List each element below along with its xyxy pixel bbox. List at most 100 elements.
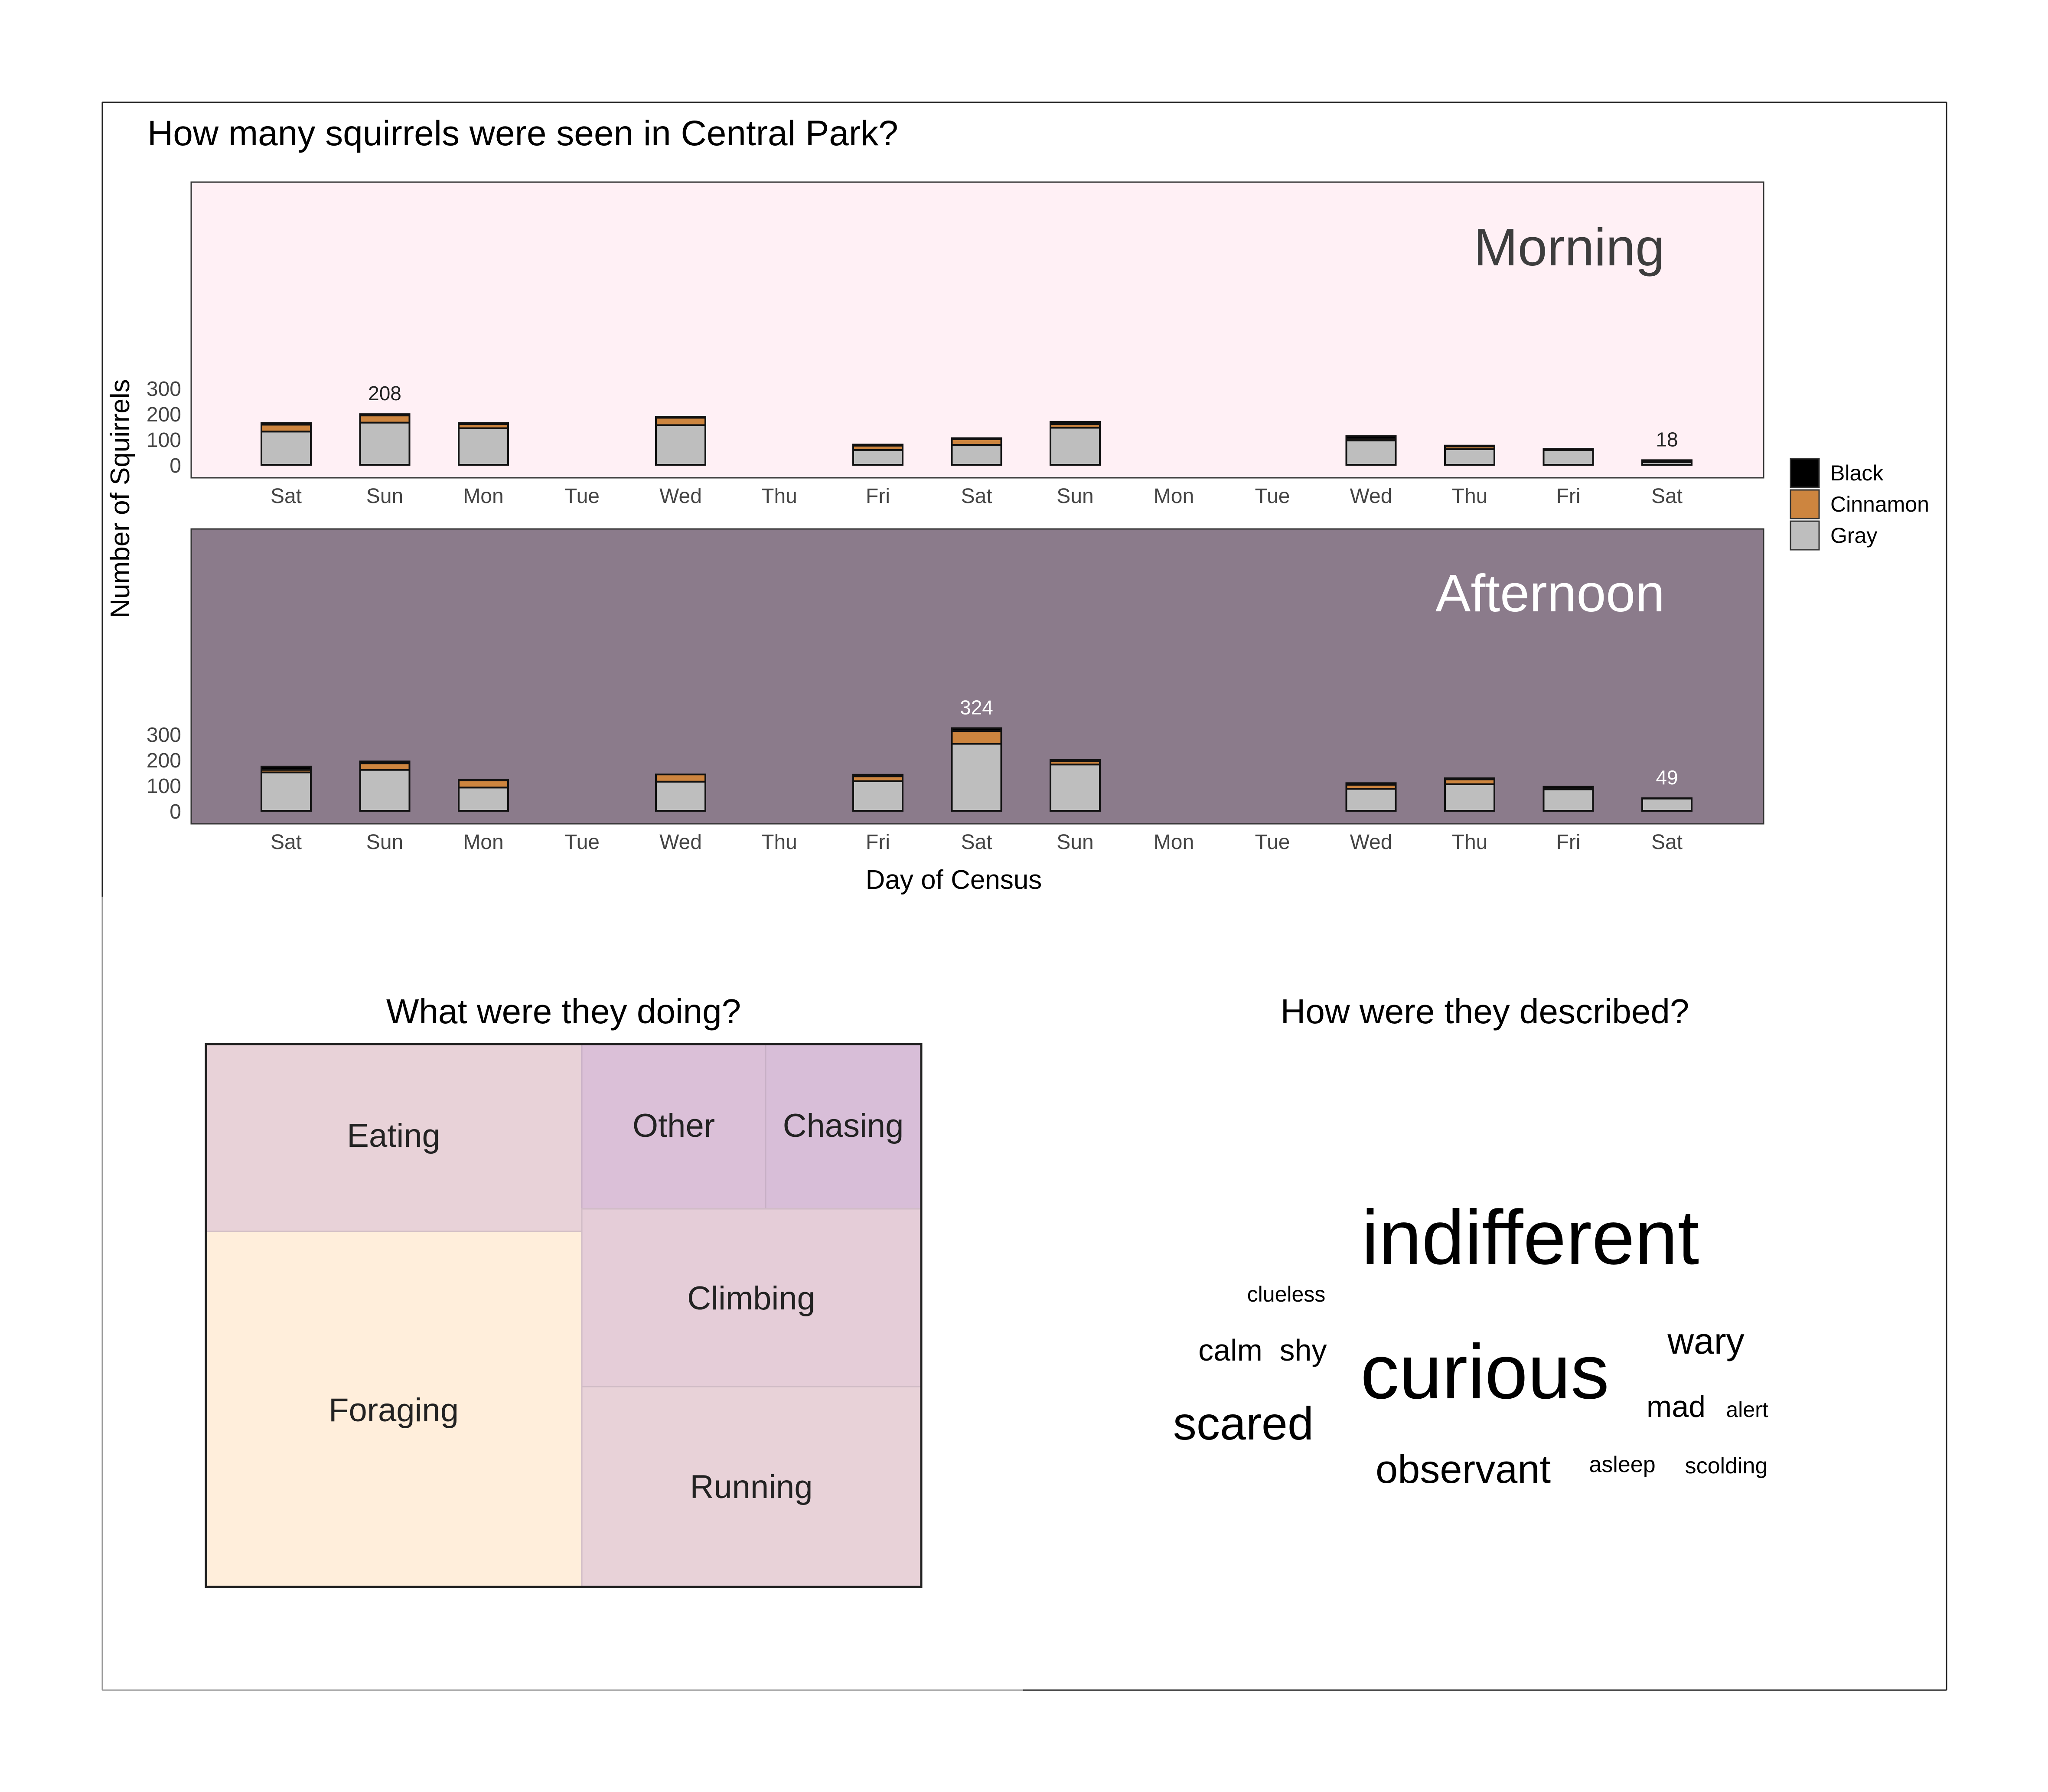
afternoon-x-tick-label: Sat — [1651, 831, 1683, 854]
afternoon-bar-black — [1444, 777, 1495, 780]
word-asleep: asleep — [1589, 1452, 1655, 1477]
wordcloud-title: How were they described? — [1281, 992, 1689, 1031]
morning-bar-black — [1444, 444, 1495, 447]
morning-panel-label: Morning — [1474, 218, 1665, 277]
afternoon-bar-cinnamon — [951, 730, 1002, 745]
treemap-label-foraging: Foraging — [329, 1392, 459, 1429]
afternoon-bar-cinnamon — [458, 779, 509, 789]
afternoon-x-tick-label: Fri — [1556, 831, 1581, 854]
afternoon-bar-gray — [1543, 788, 1594, 812]
word-calm: calm — [1198, 1333, 1262, 1367]
morning-bar-gray — [458, 427, 509, 466]
treemap-tile-other — [581, 1043, 766, 1210]
treemap-tile-chasing — [765, 1043, 922, 1210]
treemap-border — [205, 1043, 923, 1588]
afternoon-x-tick-label: Thu — [1452, 831, 1488, 854]
morning-x-tick-label: Sun — [366, 485, 403, 508]
morning-bar-black — [852, 444, 903, 447]
afternoon-x-tick-label: Mon — [463, 831, 503, 854]
morning-x-tick-label: Fri — [1556, 485, 1581, 508]
afternoon-x-tick-label: Mon — [1154, 831, 1194, 854]
word-scolding: scolding — [1685, 1453, 1768, 1479]
morning-bar-black — [458, 422, 509, 425]
afternoon-x-tick-label: Sun — [1057, 831, 1093, 854]
afternoon-x-tick-label: Wed — [1350, 831, 1393, 854]
word-indifferent: indifferent — [1362, 1194, 1699, 1280]
afternoon-bar-gray — [261, 771, 312, 812]
afternoon-x-tick-label: Tue — [1255, 831, 1290, 854]
treemap-label-running: Running — [690, 1469, 812, 1505]
morning-bar-cinnamon — [655, 417, 706, 426]
morning-bar-gray — [852, 449, 903, 466]
afternoon-bar-gray — [458, 787, 509, 812]
morning-y-tick-label: 200 — [147, 403, 181, 426]
afternoon-y-tick-label: 0 — [170, 800, 181, 823]
outer-frame-lower — [101, 897, 1023, 1691]
treemap-title: What were they doing? — [386, 992, 741, 1031]
morning-x-tick-label: Fri — [866, 485, 890, 508]
afternoon-bar-gray — [655, 780, 706, 812]
afternoon-bar-gray — [1444, 783, 1495, 812]
treemap: Eating Foraging Other Chasing Climbing R… — [205, 1043, 923, 1588]
morning-x-tick-label: Sat — [961, 485, 992, 508]
word-mad: mad — [1647, 1390, 1706, 1423]
morning-bar-gray — [655, 424, 706, 466]
afternoon-x-tick-label: Thu — [761, 831, 797, 854]
morning-panel-background — [190, 181, 1764, 479]
afternoon-bar-gray — [852, 780, 903, 812]
morning-x-tick-label: Tue — [1255, 485, 1290, 508]
morning-y-tick-label: 100 — [147, 429, 181, 452]
word-wary: wary — [1667, 1321, 1744, 1361]
afternoon-bar-black — [1543, 786, 1594, 790]
afternoon-bar-black — [1050, 759, 1101, 762]
afternoon-bar-black — [951, 727, 1002, 732]
morning-bar-black — [1050, 421, 1101, 425]
morning-y-tick-label: 0 — [170, 454, 181, 477]
afternoon-bar-gray — [1345, 788, 1397, 812]
treemap-label-eating: Eating — [347, 1117, 440, 1154]
treemap-label-chasing: Chasing — [783, 1107, 904, 1144]
afternoon-x-tick-label: Sun — [366, 831, 403, 854]
legend-label-black: Black — [1830, 461, 1884, 485]
chart-title: How many squirrels were seen in Central … — [147, 114, 898, 153]
morning-y-tick-label: 300 — [147, 378, 181, 401]
afternoon-bar-black — [1345, 782, 1397, 786]
legend-swatch-black — [1790, 458, 1820, 488]
legend-swatch-cinnamon — [1790, 489, 1820, 519]
morning-bar-black — [261, 422, 312, 426]
morning-bar-black — [655, 416, 706, 419]
x-axis-title: Day of Census — [866, 865, 1042, 895]
morning-bar-cinnamon — [359, 415, 411, 424]
morning-x-tick-label: Wed — [1350, 485, 1393, 508]
afternoon-x-tick-label: Wed — [659, 831, 702, 854]
morning-total-label: 208 — [368, 382, 401, 405]
treemap-label-climbing: Climbing — [687, 1280, 815, 1317]
treemap-tile-running — [581, 1386, 922, 1588]
outer-frame — [101, 101, 1947, 1691]
afternoon-x-tick-label: Tue — [564, 831, 600, 854]
afternoon-bar-gray — [951, 743, 1002, 812]
morning-x-tick-label: Tue — [564, 485, 600, 508]
morning-bar-black — [1345, 435, 1397, 440]
afternoon-bar-black — [852, 774, 903, 777]
morning-bar-gray — [359, 421, 411, 466]
afternoon-bar-gray — [1050, 764, 1101, 812]
morning-bar-cinnamon — [261, 424, 312, 433]
treemap-tile-climbing — [581, 1208, 922, 1387]
morning-x-tick-label: Thu — [761, 485, 797, 508]
word-curious: curious — [1360, 1328, 1609, 1415]
afternoon-bar-black — [261, 765, 312, 771]
morning-x-tick-label: Wed — [659, 485, 702, 508]
word-alert: alert — [1726, 1397, 1768, 1422]
morning-x-tick-label: Thu — [1452, 485, 1488, 508]
morning-bar-gray — [1444, 448, 1495, 466]
word-observant: observant — [1376, 1447, 1551, 1492]
word-clueless: clueless — [1247, 1282, 1326, 1306]
morning-bar-gray — [1543, 449, 1594, 466]
morning-bar-gray — [951, 444, 1002, 466]
afternoon-y-tick-label: 200 — [147, 749, 181, 772]
word-scared: scared — [1173, 1397, 1314, 1449]
